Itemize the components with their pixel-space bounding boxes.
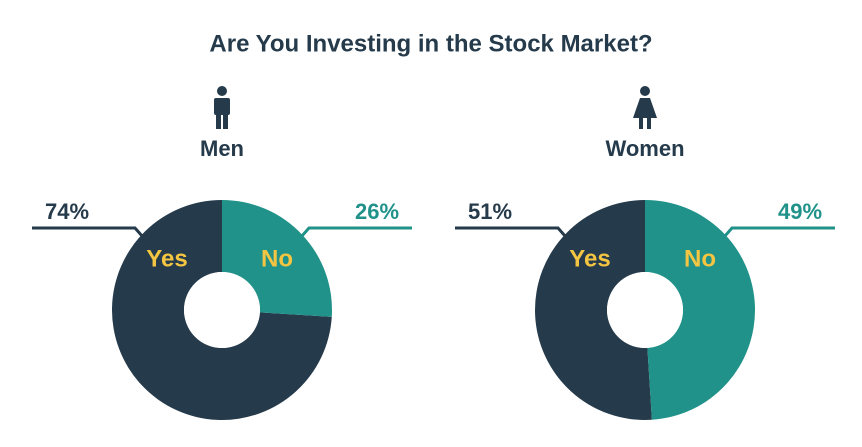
value-label: 49% [778, 199, 822, 224]
leader-line [32, 226, 152, 246]
slice-label: Yes [146, 245, 187, 272]
chart-title: Men [200, 136, 244, 161]
donut-slice [534, 200, 652, 420]
leader-line [455, 226, 575, 246]
donut-hole [184, 272, 260, 348]
value-label: 74% [45, 199, 89, 224]
slice-label: No [684, 245, 716, 272]
woman-icon [633, 86, 657, 129]
chart-title: Women [605, 136, 684, 161]
donut-slice [645, 200, 755, 420]
slice-label: Yes [569, 245, 610, 272]
man-icon [214, 86, 230, 129]
donut-slice [222, 200, 332, 317]
value-label: 26% [355, 199, 399, 224]
page-title: Are You Investing in the Stock Market? [209, 30, 652, 57]
value-label: 51% [468, 199, 512, 224]
leader-line [715, 226, 835, 246]
leader-line [292, 226, 412, 246]
slice-label: No [261, 245, 293, 272]
donut-slice [111, 200, 332, 420]
donut-hole [607, 272, 683, 348]
